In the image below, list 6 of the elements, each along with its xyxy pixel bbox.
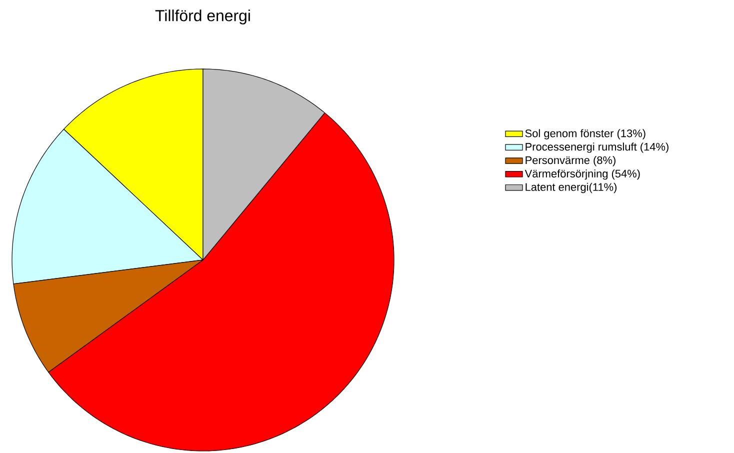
chart-title: Tillförd energi [155,10,250,24]
legend-label: Personvärme (8%) [526,156,616,166]
legend-label: Värmeförsörjning (54%) [524,169,640,180]
legend-label: Processenergi rumsluft (14%) [526,142,668,153]
legend-label: Latent energi(11%) [526,182,617,194]
legend-label: Sol genom fönster (13%) [525,129,646,140]
